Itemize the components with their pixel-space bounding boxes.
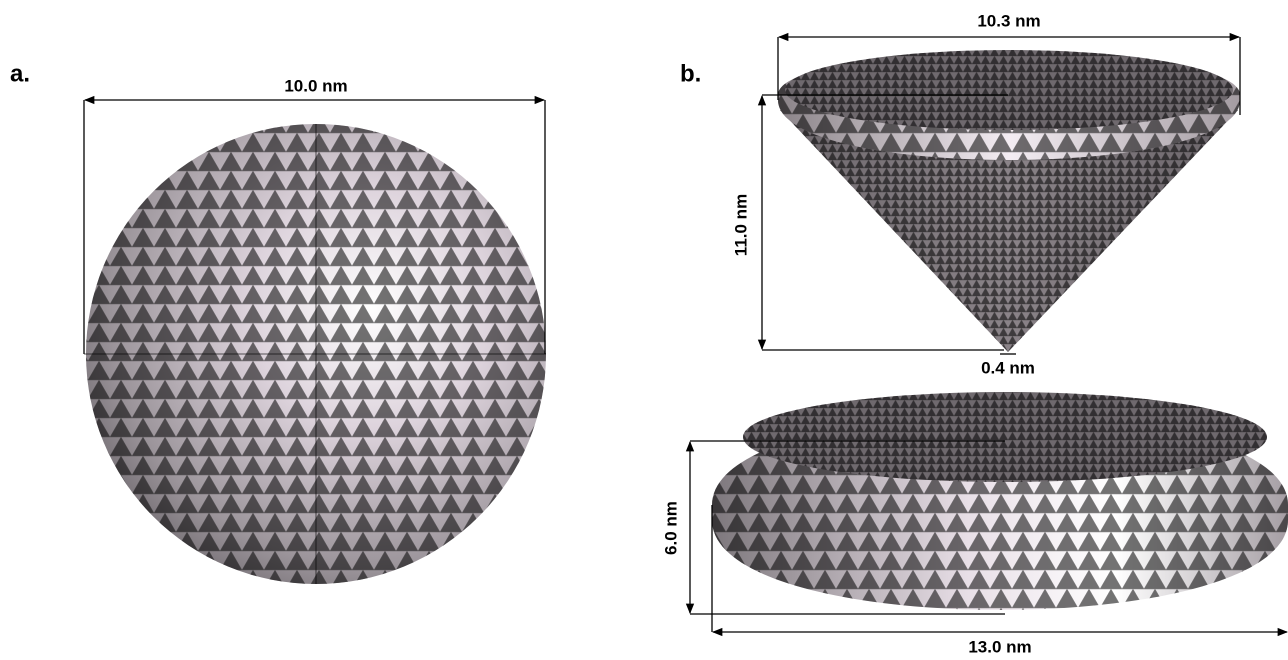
dimension-label: 6.0 nm: [661, 501, 680, 555]
panel-label: b.: [680, 60, 701, 87]
dimension-label: 0.4 nm: [981, 358, 1035, 377]
dimension-label: 10.3 nm: [977, 11, 1040, 30]
dimension-label: 13.0 nm: [968, 637, 1031, 656]
dimension-label: 11.0 nm: [731, 194, 750, 256]
cone-top-mesh: [785, 50, 1233, 130]
figure: a. 10.0 nm b. 10.3 nm 11.0 nm 0.4 nm 6.0…: [0, 0, 1288, 660]
disk-top-mesh: [743, 392, 1267, 482]
dimension-label: 10.0 nm: [284, 76, 347, 95]
page: {"panel_a": {"label": "a.", "sphere_diam…: [0, 0, 1288, 660]
panel-label: a.: [10, 60, 30, 87]
